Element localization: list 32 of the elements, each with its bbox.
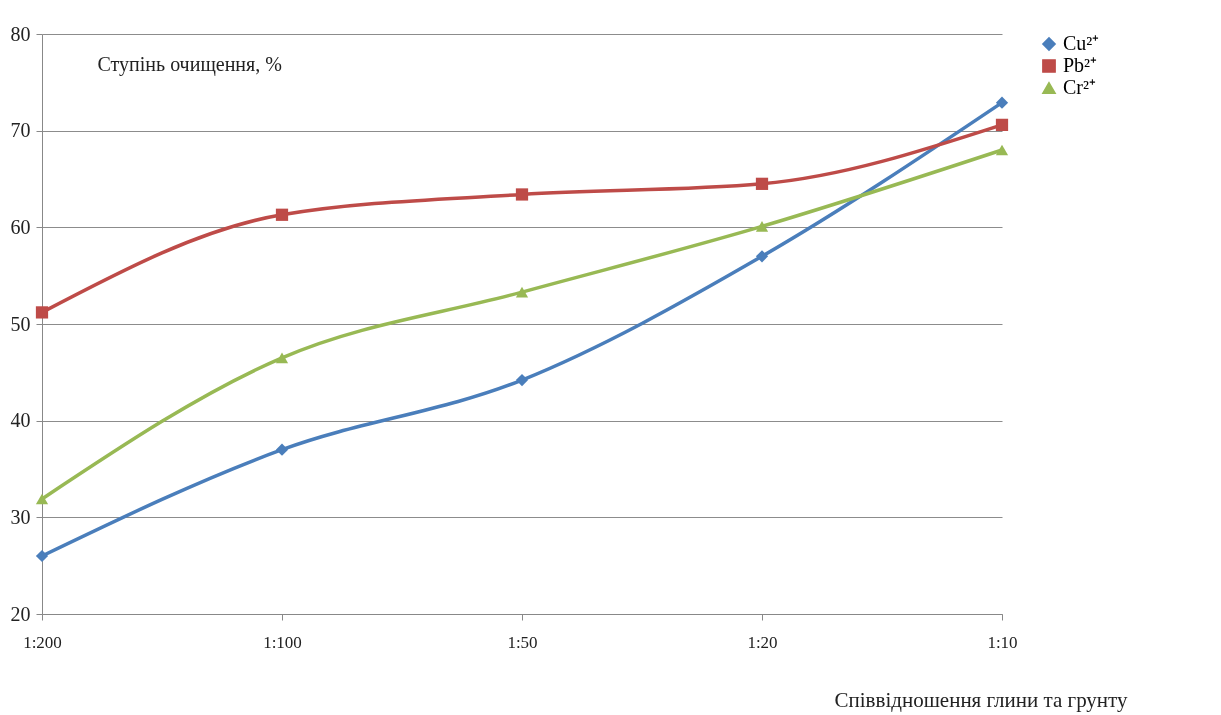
point	[995, 118, 1009, 131]
y-tick-label: 60	[10, 215, 31, 238]
x-tick-label: 1:10	[987, 632, 1018, 652]
point	[35, 549, 49, 563]
y-tick-label: 20	[10, 602, 31, 625]
y-axis-title: Ступінь очищення, %	[97, 52, 282, 76]
y-tick-label: 30	[10, 505, 31, 528]
point	[755, 177, 769, 190]
y-tick-label: 70	[10, 119, 31, 142]
legend-label: Cr²⁺	[1063, 76, 1096, 98]
point	[275, 208, 289, 221]
x-tick-label: 1:200	[23, 632, 62, 652]
point	[995, 96, 1009, 109]
legend-label: Pb²⁺	[1063, 54, 1098, 76]
x-tick-label: 1:20	[747, 632, 778, 652]
point	[275, 352, 289, 364]
point	[35, 306, 49, 319]
x-tick-label: 1:50	[507, 632, 538, 652]
point	[35, 493, 49, 505]
y-tick-label: 80	[10, 22, 31, 45]
y-tick-label: 40	[10, 409, 31, 432]
point	[515, 188, 529, 201]
y-tick-label: 50	[10, 312, 31, 335]
point	[755, 221, 769, 232]
x-axis-title: Співвідношення глини та грунту	[834, 687, 1128, 712]
point	[995, 144, 1009, 156]
legend-label: Cu²⁺	[1063, 32, 1100, 54]
point	[755, 250, 769, 263]
point	[515, 286, 529, 298]
point	[515, 373, 529, 387]
x-tick-label: 1:100	[263, 632, 302, 652]
point	[275, 443, 289, 456]
